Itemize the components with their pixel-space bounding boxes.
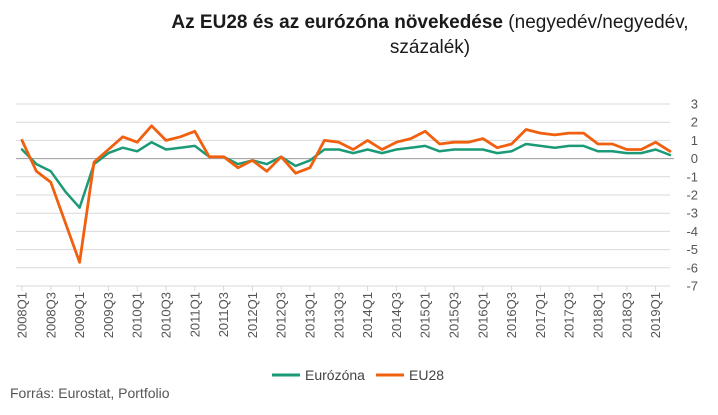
x-tick-label: 2008Q3 (43, 292, 58, 338)
x-tick-label: 2010Q3 (159, 292, 174, 338)
y-tick-label: 3 (691, 97, 698, 112)
y-tick-label: -5 (686, 242, 698, 257)
chart-title-rest: (negyedév/negyedév, százalék) (389, 12, 689, 58)
chart-title: Az EU28 és az eurózóna növekedése (negye… (170, 10, 690, 60)
y-tick-label: 0 (691, 151, 698, 166)
x-tick-label: 2016Q1 (475, 292, 490, 338)
x-tick-label: 2014Q3 (389, 292, 404, 338)
legend-label: Eurózóna (305, 367, 365, 383)
eu28-series-line (20, 124, 672, 264)
x-tick-label: 2015Q1 (418, 292, 433, 338)
y-tick-label: -6 (686, 260, 698, 275)
x-tick-label: 2014Q1 (360, 292, 375, 338)
x-tick-label: 2019Q1 (648, 292, 663, 338)
x-tick-label: 2013Q3 (331, 292, 346, 338)
x-tick-label: 2009Q1 (72, 292, 87, 338)
y-tick-label: -4 (686, 224, 698, 239)
y-tick-label: -1 (686, 169, 698, 184)
x-tick-label: 2017Q3 (562, 292, 577, 338)
y-tick-label: -7 (686, 279, 698, 294)
y-tick-label: -2 (686, 188, 698, 203)
x-tick-label: 2008Q1 (15, 292, 30, 338)
x-tick-label: 2010Q1 (130, 292, 145, 338)
x-tick-label: 2012Q1 (245, 292, 260, 338)
x-tick-label: 2016Q3 (504, 292, 519, 338)
x-tick-label: 2015Q3 (447, 292, 462, 338)
x-tick-label: 2012Q3 (274, 292, 289, 338)
x-tick-label: 2018Q1 (591, 292, 606, 338)
eurozone-series-line (20, 140, 672, 209)
y-tick-label: -3 (686, 206, 698, 221)
x-tick-label: 2018Q3 (619, 292, 634, 338)
legend-label: EU28 (409, 367, 444, 383)
x-tick-label: 2009Q3 (101, 292, 116, 338)
chart-title-bold: Az EU28 és az eurózóna növekedése (171, 12, 504, 33)
x-tick-label: 2017Q1 (533, 292, 548, 338)
x-tick-label: 2011Q1 (187, 292, 202, 337)
source-note: Forrás: Eurostat, Portfolio (10, 385, 170, 401)
y-tick-label: 1 (691, 133, 698, 148)
y-tick-label: 2 (691, 115, 698, 130)
x-tick-label: 2011Q3 (216, 292, 231, 337)
x-tick-label: 2013Q1 (303, 292, 318, 338)
